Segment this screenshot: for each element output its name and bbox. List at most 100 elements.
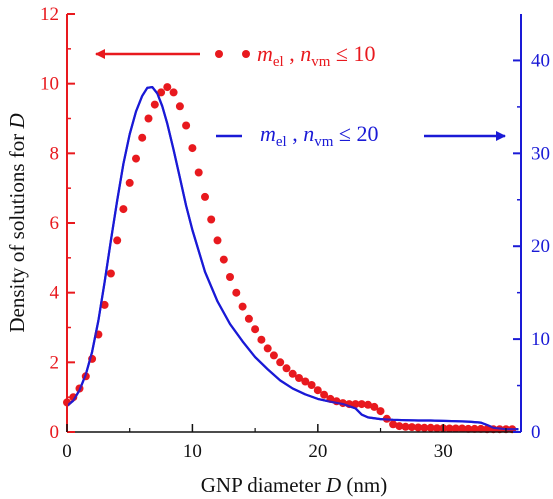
series-point-red <box>138 133 147 142</box>
legend: mel , nvm ≤ 10 mel , nvm ≤ 20 <box>95 41 506 150</box>
x-axis-title: GNP diameter D (nm) <box>201 473 387 497</box>
series-point-red <box>426 423 435 432</box>
series-point-red <box>301 377 310 386</box>
legend-blue-label: mel , nvm ≤ 20 <box>260 121 378 150</box>
axes <box>66 14 522 433</box>
left-tick-label: 8 <box>50 143 60 164</box>
series-point-red <box>476 424 485 433</box>
series-point-red <box>445 424 454 433</box>
legend-red-label: mel , nvm ≤ 10 <box>257 41 375 70</box>
series-point-red <box>458 424 467 433</box>
legend-red-marker <box>242 50 250 58</box>
bottom-tick-label: 0 <box>62 441 72 462</box>
series-point-red <box>213 236 222 245</box>
series-point-red <box>188 144 197 153</box>
series-point-red <box>420 423 429 432</box>
series-point-red <box>219 255 228 264</box>
right-tick-label: 10 <box>531 329 550 350</box>
series-point-red <box>207 215 216 224</box>
series-point-red <box>244 314 253 323</box>
series-point-red <box>163 83 172 92</box>
series-point-red <box>194 168 203 177</box>
series-point-red <box>276 358 285 367</box>
series-line-overlay-blue <box>66 85 519 431</box>
legend-blue-m-sub: el <box>276 134 287 150</box>
legend-red-n-sub: vm <box>311 54 331 70</box>
bottom-tick-label: 20 <box>308 441 327 462</box>
left-tick-label: 2 <box>50 352 60 373</box>
right-tick-label: 30 <box>531 143 550 164</box>
x-axis-title-var: D <box>325 473 341 497</box>
ticks: 0 2 4 6 8 10 12 0 10 20 30 40 0 10 20 30 <box>40 4 550 462</box>
series-point-red <box>464 424 473 433</box>
series-point-red <box>150 100 159 109</box>
y-axis-title-var: D <box>5 113 29 129</box>
series-point-red <box>106 269 115 278</box>
y-axis-title-text: Density of solutions for <box>5 129 29 333</box>
right-tick-label: 40 <box>531 50 550 71</box>
right-tick-label: 0 <box>531 422 541 443</box>
series-point-red <box>307 381 316 389</box>
series-point-red <box>144 114 153 123</box>
series-point-red <box>182 121 191 130</box>
legend-blue-n-sub: vm <box>314 134 334 150</box>
series-point-red <box>376 407 385 416</box>
series-point-red <box>407 423 416 432</box>
legend-blue-rel: ≤ 20 <box>333 121 378 146</box>
series-point-red <box>232 288 241 297</box>
left-tick-label: 4 <box>50 283 60 304</box>
series-point-red <box>370 402 379 411</box>
series-point-red <box>357 400 366 409</box>
series-point-red <box>226 273 234 281</box>
legend-red-rel: ≤ 10 <box>330 41 375 66</box>
series-point-red <box>269 351 278 360</box>
legend-red-sep: , <box>284 41 301 66</box>
bottom-tick-label: 10 <box>183 441 202 462</box>
legend-red-marker <box>215 50 223 58</box>
legend-red-n: n <box>300 41 311 66</box>
series-point-red <box>401 422 410 431</box>
series-point-red <box>351 400 360 409</box>
series-point-red <box>395 422 404 431</box>
series-point-red <box>282 364 291 373</box>
bottom-tick-label: 30 <box>434 441 453 462</box>
series-point-red <box>201 192 209 201</box>
left-tick-label: 10 <box>40 74 59 95</box>
y-axis-title: Density of solutions for D <box>5 113 29 332</box>
series-point-red <box>313 386 322 395</box>
right-tick-label: 20 <box>531 236 550 257</box>
x-axis-title-unit: (nm) <box>341 473 387 497</box>
series-point-red <box>288 369 297 378</box>
series-point-red <box>470 424 479 433</box>
series-point-red <box>433 424 441 433</box>
series-point-red <box>414 423 423 432</box>
series-point-red <box>451 424 460 433</box>
series-point-red <box>132 154 140 163</box>
legend-blue-sep: , <box>287 121 304 146</box>
left-tick-label: 6 <box>50 213 60 234</box>
series-point-red <box>175 102 184 111</box>
series-point-red <box>389 420 398 429</box>
series-point-red <box>295 374 303 382</box>
series-point-red <box>169 88 178 97</box>
legend-blue-n: n <box>303 121 314 146</box>
series-point-red <box>483 425 492 434</box>
left-tick-label: 0 <box>50 422 60 443</box>
series-point-red <box>320 390 329 399</box>
series-point-red <box>125 178 134 187</box>
series-point-red <box>364 400 372 409</box>
series-point-red <box>119 205 128 214</box>
series-point-red <box>113 236 122 245</box>
series-point-red <box>251 325 260 334</box>
plot-area <box>63 83 519 434</box>
series-point-red <box>100 300 109 309</box>
series-point-red <box>157 88 166 97</box>
series-point-red <box>263 344 272 353</box>
x-axis-title-text: GNP diameter <box>201 473 326 497</box>
legend-blue-m: m <box>260 121 276 146</box>
series-point-red <box>238 302 247 311</box>
series-point-red <box>257 335 266 344</box>
legend-red-m-sub: el <box>273 54 284 70</box>
legend-red-m: m <box>257 41 273 66</box>
